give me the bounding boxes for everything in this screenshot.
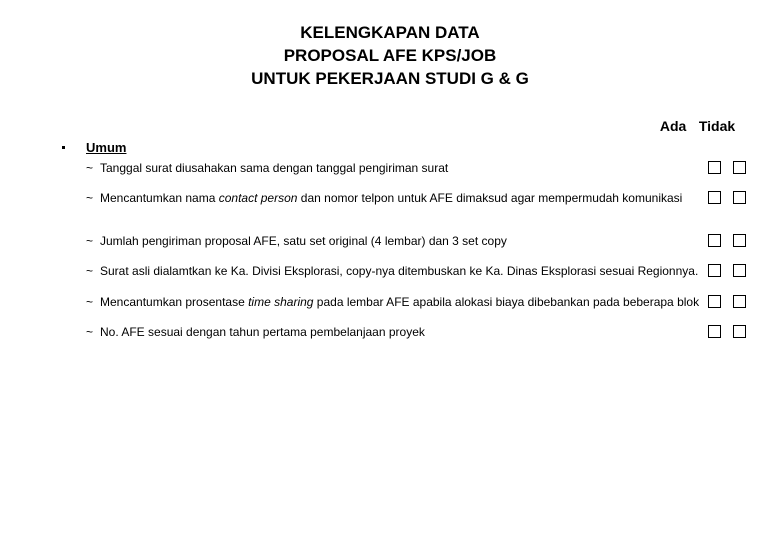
tilde-bullet: ~ xyxy=(86,264,100,278)
checkbox-ada[interactable] xyxy=(708,161,721,174)
checkbox-tidak[interactable] xyxy=(733,161,746,174)
title-line-1: KELENGKAPAN DATA xyxy=(0,22,780,45)
checkbox-tidak[interactable] xyxy=(733,264,746,277)
checkbox-tidak[interactable] xyxy=(733,191,746,204)
checkbox-group xyxy=(708,161,746,174)
checkbox-group xyxy=(708,325,746,338)
checklist-item: ~Surat asli dialamtkan ke Ka. Divisi Eks… xyxy=(86,264,740,278)
item-text: No. AFE sesuai dengan tahun pertama pemb… xyxy=(100,325,740,339)
checkbox-group xyxy=(708,295,746,308)
checkbox-tidak[interactable] xyxy=(733,234,746,247)
title-line-2: PROPOSAL AFE KPS/JOB xyxy=(0,45,780,68)
tilde-bullet: ~ xyxy=(86,191,100,205)
item-text: Mencantumkan prosentase time sharing pad… xyxy=(100,295,740,309)
checklist-item: ~No. AFE sesuai dengan tahun pertama pem… xyxy=(86,325,740,339)
tilde-bullet: ~ xyxy=(86,295,100,309)
section-title: Umum xyxy=(86,140,740,155)
title-block: KELENGKAPAN DATA PROPOSAL AFE KPS/JOB UN… xyxy=(0,0,780,91)
checklist-item: ~Mencantumkan prosentase time sharing pa… xyxy=(86,295,740,309)
checkbox-group xyxy=(708,191,746,204)
checklist-item: ~Jumlah pengiriman proposal AFE, satu se… xyxy=(86,234,740,248)
item-text: Jumlah pengiriman proposal AFE, satu set… xyxy=(100,234,740,248)
title-line-3: UNTUK PEKERJAAN STUDI G & G xyxy=(0,68,780,91)
content-area: Umum ~Tanggal surat diusahakan sama deng… xyxy=(68,140,740,355)
header-ada: Ada xyxy=(656,118,690,134)
column-headers: Ada Tidak xyxy=(656,118,738,134)
items-list: ~Tanggal surat diusahakan sama dengan ta… xyxy=(68,161,740,339)
checkbox-ada[interactable] xyxy=(708,191,721,204)
item-text: Mencantumkan nama contact person dan nom… xyxy=(100,191,740,205)
tilde-bullet: ~ xyxy=(86,325,100,339)
bullet-icon xyxy=(62,146,65,149)
checkbox-ada[interactable] xyxy=(708,234,721,247)
tilde-bullet: ~ xyxy=(86,161,100,175)
checkbox-ada[interactable] xyxy=(708,264,721,277)
checkbox-group xyxy=(708,264,746,277)
checklist-item: ~Mencantumkan nama contact person dan no… xyxy=(86,191,740,205)
checkbox-group xyxy=(708,234,746,247)
checkbox-ada[interactable] xyxy=(708,325,721,338)
item-text: Tanggal surat diusahakan sama dengan tan… xyxy=(100,161,740,175)
checkbox-tidak[interactable] xyxy=(733,295,746,308)
tilde-bullet: ~ xyxy=(86,234,100,248)
checklist-item: ~Tanggal surat diusahakan sama dengan ta… xyxy=(86,161,740,175)
header-tidak: Tidak xyxy=(696,118,738,134)
item-text: Surat asli dialamtkan ke Ka. Divisi Eksp… xyxy=(100,264,740,278)
checkbox-tidak[interactable] xyxy=(733,325,746,338)
checkbox-ada[interactable] xyxy=(708,295,721,308)
